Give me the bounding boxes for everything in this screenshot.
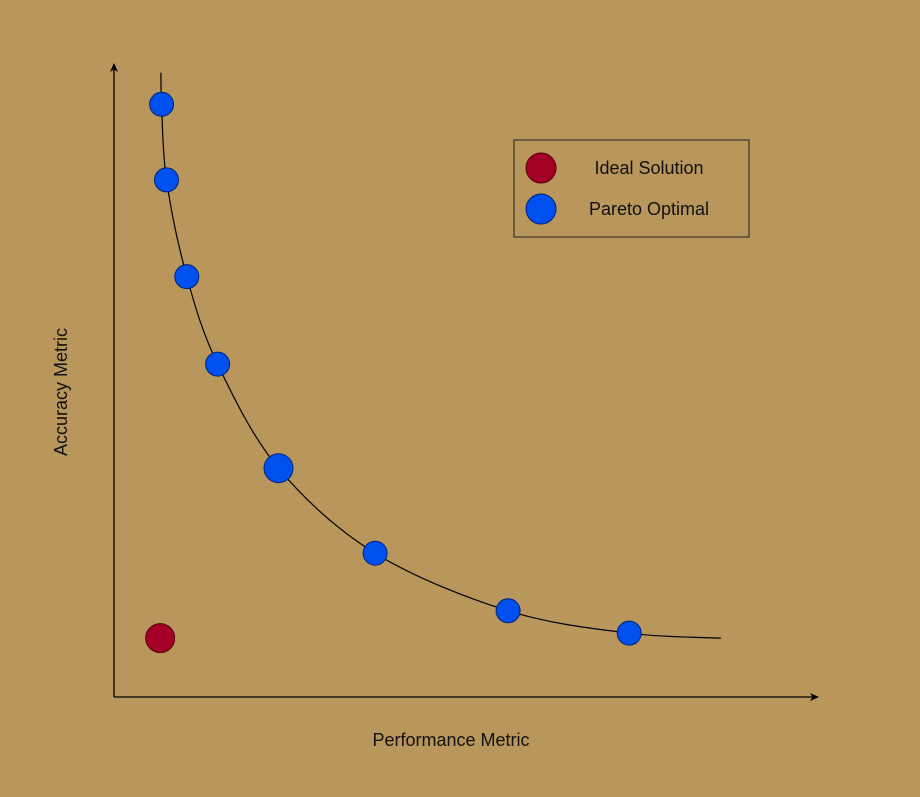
legend-box — [513, 139, 750, 238]
x-axis-label: Performance Metric — [372, 730, 529, 750]
pareto-optimal-point-2 — [154, 167, 179, 193]
pareto-optimal-point-8 — [616, 620, 642, 646]
legend-label-pareto-optimal: Pareto Optimal — [589, 199, 709, 219]
legend-marker-pareto-optimal — [525, 193, 557, 225]
pareto-optimal-point-4 — [205, 351, 231, 377]
points-layer — [145, 91, 642, 654]
legend-label-ideal-solution: Ideal Solution — [594, 158, 703, 178]
pareto-optimal-point-7 — [495, 598, 521, 624]
pareto-optimal-point-6 — [362, 540, 388, 566]
pareto-optimal-point-3 — [174, 264, 200, 290]
ideal-solution-point-1 — [145, 623, 176, 654]
pareto-optimal-point-1 — [149, 91, 175, 117]
pareto-optimal-point-5 — [263, 453, 294, 484]
legend-marker-ideal-solution — [525, 152, 557, 184]
legend: Ideal Solution Pareto Optimal — [513, 139, 750, 238]
y-axis-label: Accuracy Metric — [51, 328, 71, 456]
